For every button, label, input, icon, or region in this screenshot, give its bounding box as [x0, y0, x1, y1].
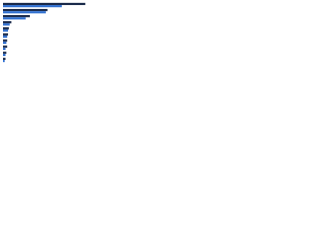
bar: [3, 27, 9, 30]
bar: [3, 17, 26, 20]
bar: [3, 2, 86, 6]
bar: [3, 53, 6, 57]
bar: [3, 35, 8, 38]
bar: [3, 15, 30, 18]
bar: [3, 39, 8, 42]
bar: [3, 21, 12, 24]
page: {"chart_data": {"type": "bar", "orientat…: [0, 0, 320, 71]
bar: [3, 57, 6, 60]
chart: [3, 2, 86, 63]
bar: [3, 23, 10, 26]
bar: [3, 11, 46, 14]
bar: [3, 29, 9, 32]
bar: [3, 41, 7, 44]
bar: [3, 47, 6, 50]
bar: [3, 33, 9, 36]
bar: [3, 8, 48, 12]
bar: [3, 5, 62, 8]
bar: [3, 59, 5, 63]
bar: [3, 51, 7, 54]
bar: [3, 45, 8, 48]
